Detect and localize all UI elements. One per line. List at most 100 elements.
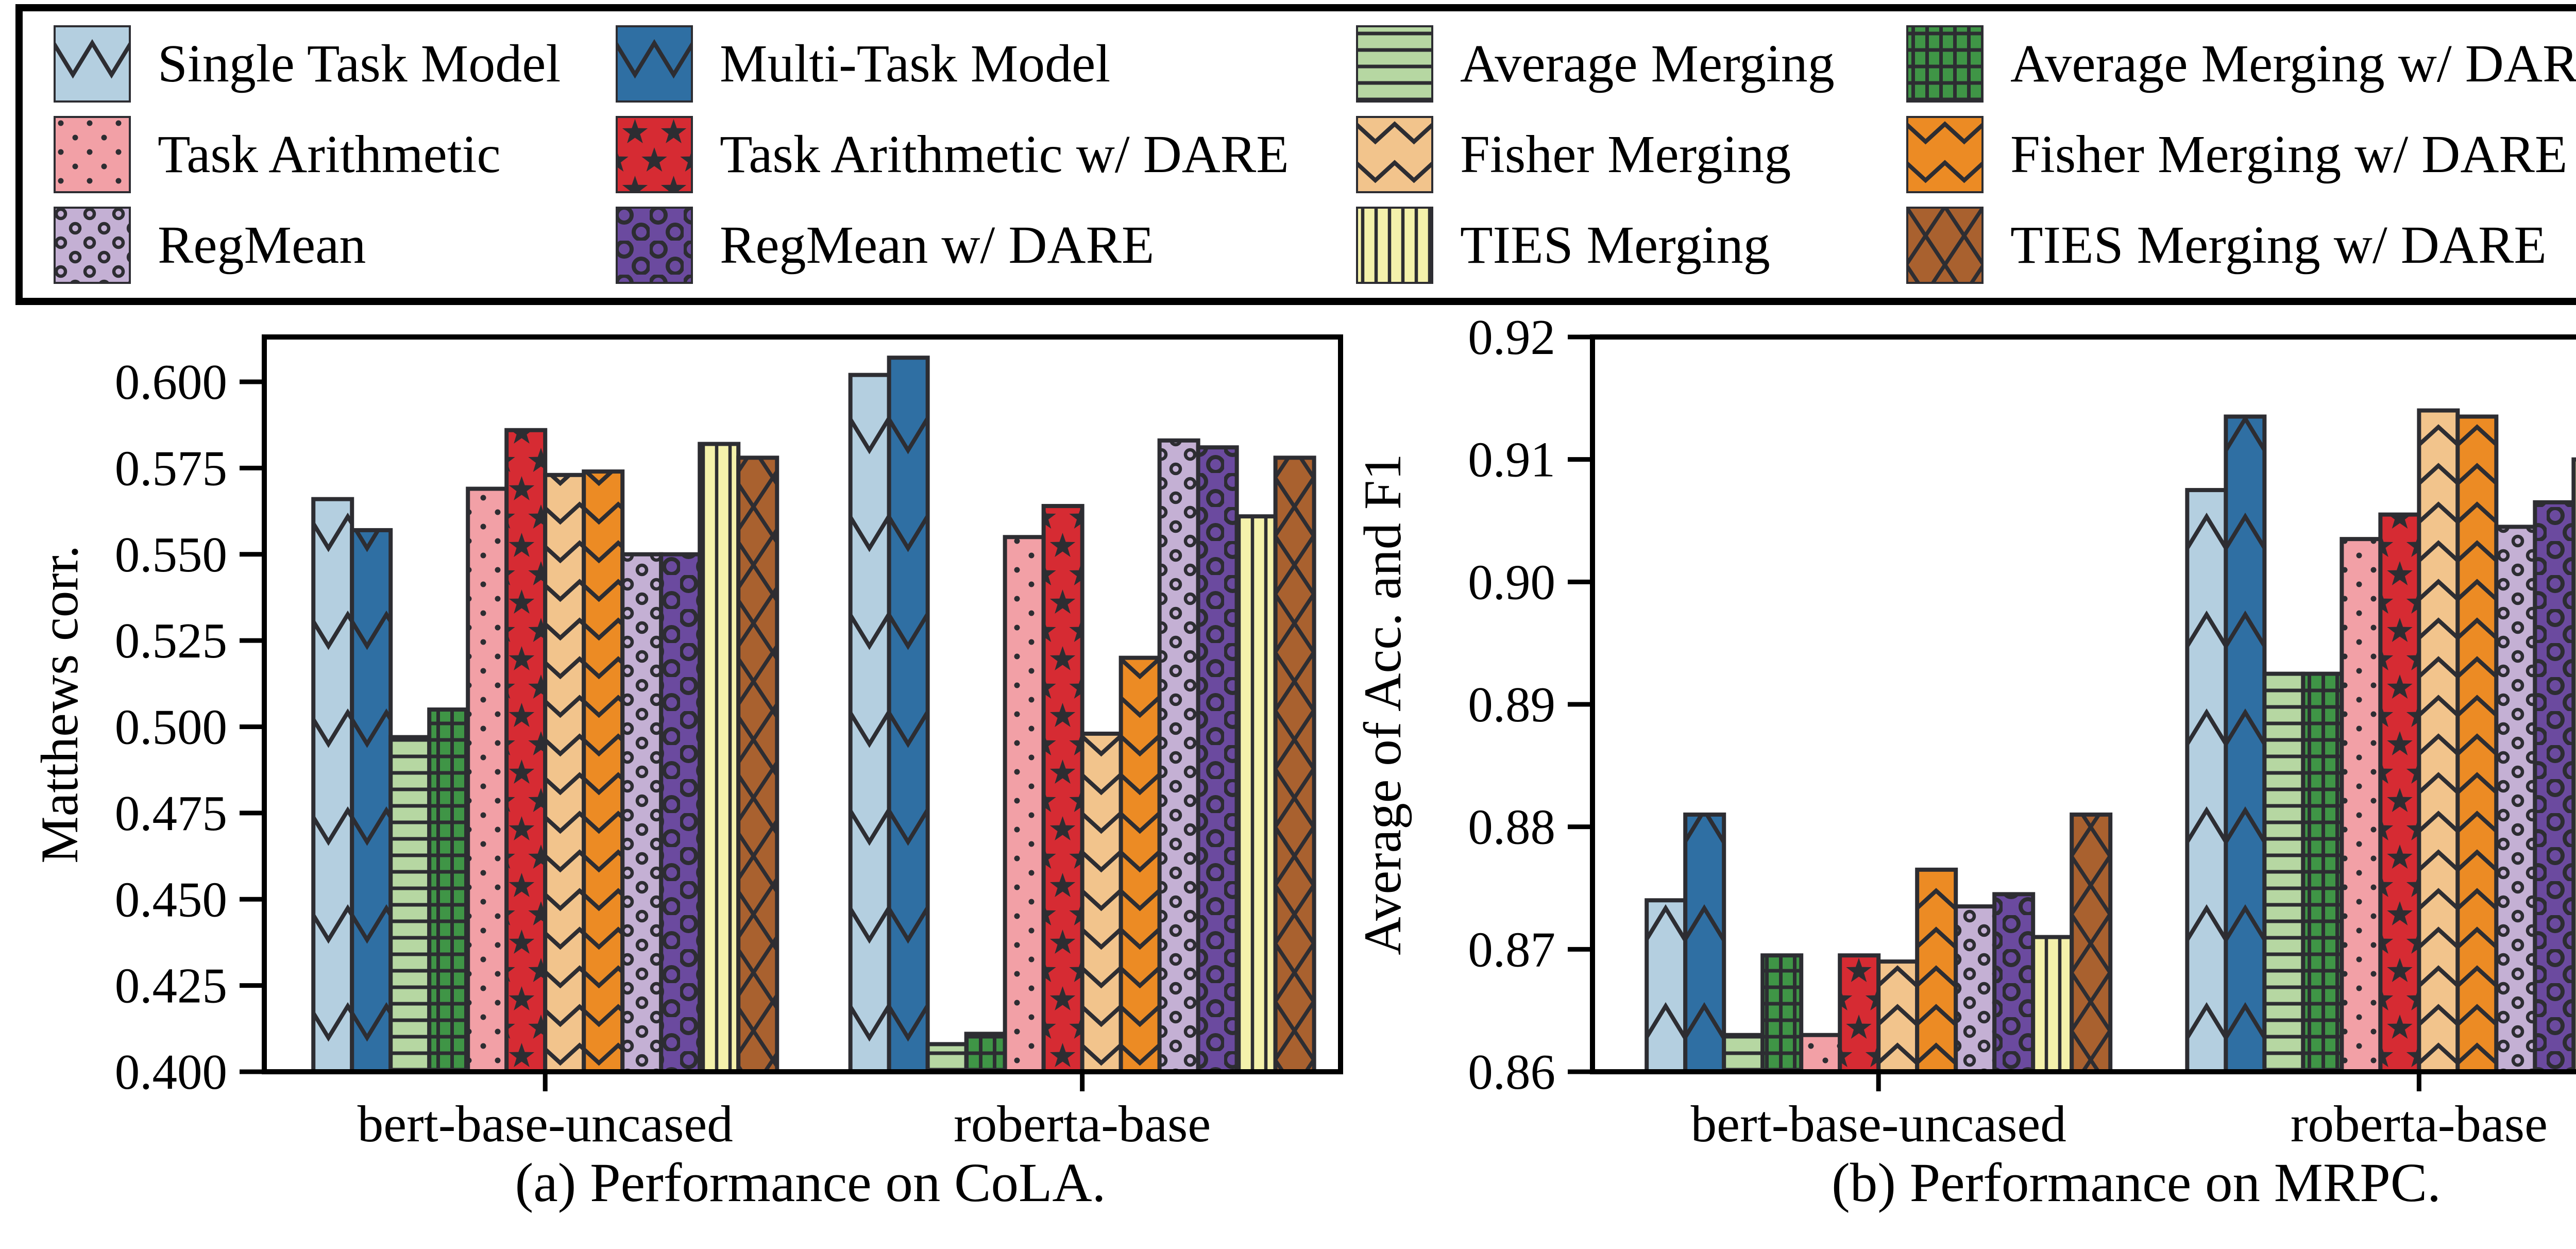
y-tick-label: 0.525 xyxy=(115,613,227,668)
bar-hatch-bert-base-uncased-7 xyxy=(1915,867,1958,1074)
bar-hatch-bert-base-uncased-6 xyxy=(1876,959,1920,1074)
y-tick-label: 0.475 xyxy=(115,786,227,841)
legend-swatch-icon xyxy=(1356,25,1433,103)
bar-hatch-roberta-base-9 xyxy=(1196,445,1239,1074)
y-tick-label: 0.89 xyxy=(1468,677,1555,732)
bar-hatch-bert-base-uncased-6 xyxy=(543,472,586,1074)
bar-hatch-bert-base-uncased-8 xyxy=(1954,904,1997,1074)
bar-hatch-bert-base-uncased-7 xyxy=(582,469,625,1074)
bar-hatch-roberta-base-0 xyxy=(848,373,891,1074)
bar-hatch-roberta-base-4 xyxy=(2340,537,2383,1074)
legend-item: Task Arithmetic xyxy=(54,116,616,193)
y-tick-label: 0.88 xyxy=(1468,800,1555,855)
legend-swatch-icon xyxy=(1356,207,1433,284)
bar-hatch-bert-base-uncased-4 xyxy=(466,486,509,1074)
x-tick-label: roberta-base xyxy=(954,1095,1211,1153)
caption-cola: (a) Performance on CoLA. xyxy=(515,1153,1106,1213)
bar-hatch-roberta-base-2 xyxy=(925,1042,969,1074)
legend-label: Fisher Merging w/ DARE xyxy=(2010,125,2568,184)
bar-hatch-roberta-base-1 xyxy=(2224,414,2267,1074)
legend-swatch-icon xyxy=(616,207,693,284)
bar-hatch-roberta-base-9 xyxy=(2533,500,2576,1074)
legend-item: TIES Merging w/ DARE xyxy=(1906,207,2576,284)
y-tick-label: 0.91 xyxy=(1468,432,1555,487)
legend-label: Single Task Model xyxy=(158,34,561,93)
y-tick-label: 0.575 xyxy=(115,441,227,496)
legend-item: Multi-Task Model xyxy=(616,25,1356,103)
chart-cola: 0.400 0.425 0.450 0.475 0.500 0.525 0.550 0.575… xyxy=(30,334,1343,1153)
legend-swatch-icon xyxy=(616,116,693,193)
y-axis-label: Matthews corr. xyxy=(30,545,89,864)
y-tick-label: 0.425 xyxy=(115,958,227,1014)
y-tick-label: 0.600 xyxy=(115,355,227,410)
legend-label: Multi-Task Model xyxy=(720,34,1111,93)
legend-item: Task Arithmetic w/ DARE xyxy=(616,116,1356,193)
y-tick-label: 0.86 xyxy=(1468,1044,1555,1100)
bar-hatch-bert-base-uncased-1 xyxy=(350,528,393,1074)
bar-hatch-bert-base-uncased-10 xyxy=(698,442,741,1074)
y-tick-label: 0.90 xyxy=(1468,554,1555,610)
legend-label: Average Merging xyxy=(1460,34,1835,93)
bar-hatch-bert-base-uncased-4 xyxy=(1799,1033,1842,1074)
legend-swatch-icon xyxy=(1906,25,1984,103)
bar-hatch-roberta-base-8 xyxy=(1157,438,1200,1074)
bar-hatch-roberta-base-4 xyxy=(1003,535,1046,1074)
x-tick-label: roberta-base xyxy=(2291,1095,2548,1153)
y-tick-label: 0.400 xyxy=(115,1044,227,1100)
y-tick-label: 0.550 xyxy=(115,527,227,582)
y-tick-label: 0.450 xyxy=(115,872,227,927)
y-tick-label: 0.87 xyxy=(1468,922,1555,977)
legend-label: Task Arithmetic xyxy=(158,125,501,184)
chart-mrpc: 0.86 0.87 0.88 0.89 0.90 0.91 0.92 bert-base-un… xyxy=(1357,310,2576,1153)
caption-mrpc: (b) Performance on MRPC. xyxy=(1832,1153,2441,1213)
bar-hatch-bert-base-uncased-2 xyxy=(1722,1033,1765,1074)
bar-hatch-roberta-base-7 xyxy=(2455,414,2499,1074)
bar-hatch-bert-base-uncased-5 xyxy=(504,428,548,1074)
bar-hatch-roberta-base-1 xyxy=(887,356,930,1074)
legend-swatch-icon xyxy=(1356,116,1433,193)
legend-item: Single Task Model xyxy=(54,25,616,103)
bar-hatch-roberta-base-0 xyxy=(2185,488,2228,1074)
bar-hatch-roberta-base-5 xyxy=(2378,512,2421,1074)
legend-label: RegMean xyxy=(158,215,366,275)
bar-hatch-bert-base-uncased-10 xyxy=(2031,935,2074,1074)
legend-item: Fisher Merging xyxy=(1356,116,1906,193)
bar-hatch-bert-base-uncased-0 xyxy=(1645,898,1688,1074)
bar-hatch-roberta-base-3 xyxy=(2301,671,2344,1074)
legend-item: RegMean xyxy=(54,207,616,284)
y-axis-label: Average of Acc. and F1 xyxy=(1357,453,1412,955)
bar-hatch-roberta-base-6 xyxy=(2417,408,2460,1074)
legend-item: Average Merging xyxy=(1356,25,1906,103)
bar-hatch-roberta-base-5 xyxy=(1041,504,1084,1074)
legend-item: TIES Merging xyxy=(1356,207,1906,284)
bar-hatch-roberta-base-10 xyxy=(2571,457,2576,1074)
bar-hatch-bert-base-uncased-3 xyxy=(427,707,470,1074)
x-tick-label: bert-base-uncased xyxy=(1691,1095,2066,1153)
bar-hatch-roberta-base-11 xyxy=(1273,455,1316,1074)
y-tick-label: 0.92 xyxy=(1468,310,1555,365)
legend-swatch-icon xyxy=(616,25,693,103)
plot-frame xyxy=(262,334,1343,1074)
bar-hatch-roberta-base-2 xyxy=(2262,671,2306,1074)
legend-item: Fisher Merging w/ DARE xyxy=(1906,116,2576,193)
bar-hatch-bert-base-uncased-3 xyxy=(1760,953,1804,1074)
legend-label: Average Merging w/ DARE xyxy=(2010,34,2576,93)
bar-hatch-roberta-base-7 xyxy=(1118,655,1162,1074)
bar-hatch-bert-base-uncased-8 xyxy=(620,552,664,1074)
legend-swatch-icon xyxy=(54,25,131,103)
legend-item: Average Merging w/ DARE xyxy=(1906,25,2576,103)
bar-hatch-bert-base-uncased-5 xyxy=(1838,953,1881,1074)
legend-label: Task Arithmetic w/ DARE xyxy=(720,125,1289,184)
legend-label: Fisher Merging xyxy=(1460,125,1791,184)
legend-swatch-icon xyxy=(1906,116,1984,193)
x-tick-label: bert-base-uncased xyxy=(358,1095,733,1153)
bar-hatch-bert-base-uncased-9 xyxy=(1992,892,2036,1074)
bar-hatch-roberta-base-10 xyxy=(1234,514,1278,1074)
bar-hatch-bert-base-uncased-9 xyxy=(659,552,702,1074)
bar-hatch-roberta-base-6 xyxy=(1080,731,1123,1074)
legend-item: RegMean w/ DARE xyxy=(616,207,1356,284)
legend-swatch-icon xyxy=(1906,207,1984,284)
legend-swatch-icon xyxy=(54,207,131,284)
bar-hatch-roberta-base-8 xyxy=(2494,525,2537,1074)
